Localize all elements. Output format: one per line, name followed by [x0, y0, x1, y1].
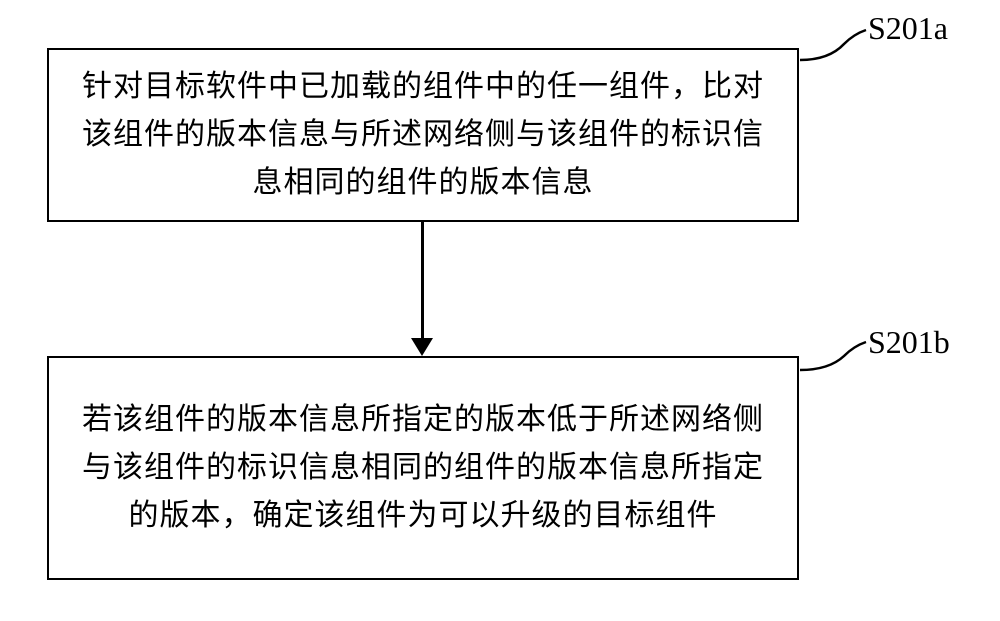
step-label-s201a: S201a: [868, 10, 948, 47]
flow-arrow-line: [421, 222, 424, 340]
flow-arrow-head-icon: [411, 338, 433, 356]
label-connector-icon: [799, 334, 869, 384]
flow-node-determine-target: 若该组件的版本信息所指定的版本低于所述网络侧与该组件的标识信息相同的组件的版本信…: [47, 356, 799, 580]
flow-node-compare-version: 针对目标软件中已加载的组件中的任一组件，比对该组件的版本信息与所述网络侧与该组件…: [47, 48, 799, 222]
label-connector-icon: [799, 22, 869, 72]
flow-node-text: 若该组件的版本信息所指定的版本低于所述网络侧与该组件的标识信息相同的组件的版本信…: [71, 396, 775, 540]
flow-node-text: 针对目标软件中已加载的组件中的任一组件，比对该组件的版本信息与所述网络侧与该组件…: [71, 63, 775, 207]
step-label-s201b: S201b: [868, 324, 950, 361]
